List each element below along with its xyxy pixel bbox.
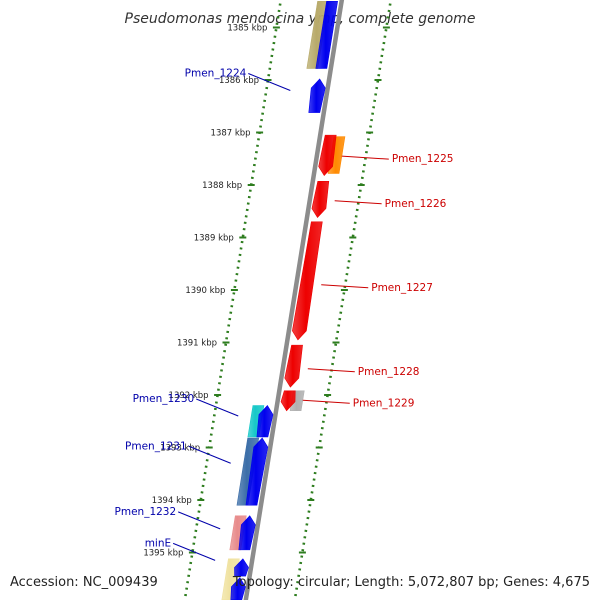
- kbp-tick-label: 1395 kbp: [143, 549, 183, 559]
- kbp-tick-label: 1389 kbp: [194, 234, 234, 244]
- track-guide-reverse: [293, 0, 393, 600]
- gene-feature-blue-3: [256, 405, 274, 438]
- gene-feature-red-2: [311, 181, 330, 219]
- kbp-tick-label: 1387 kbp: [211, 129, 251, 139]
- gene-label: minE: [145, 537, 171, 549]
- gene-label-leader: [177, 511, 221, 530]
- gene-label: Pmen_1230: [133, 393, 195, 405]
- gene-label-leader: [188, 445, 231, 464]
- gene-label-leader: [334, 200, 382, 205]
- gene-feature-blue-5: [238, 515, 256, 551]
- kbp-tick-label: 1390 kbp: [185, 286, 225, 296]
- genome-summary-text: Topology: circular; Length: 5,072,807 bp…: [232, 575, 590, 590]
- gene-feature-red-5: [280, 390, 296, 412]
- gene-label-leader: [321, 284, 369, 289]
- kbp-tick-label: 1385 kbp: [227, 24, 267, 34]
- gene-feature-red-1: [318, 134, 337, 177]
- gene-feature-blue-2: [308, 78, 326, 113]
- gene-feature-red-3: [292, 221, 323, 341]
- gene-label: Pmen_1229: [353, 397, 415, 409]
- gene-label: Pmen_1232: [115, 506, 177, 518]
- gene-label-leader: [302, 399, 350, 404]
- kbp-tick-label: 1386 kbp: [219, 76, 259, 86]
- gene-label: Pmen_1224: [185, 68, 247, 80]
- map-title: Pseudomonas mendocina ymp, complete geno…: [125, 11, 476, 27]
- kbp-tick-label: 1391 kbp: [177, 339, 217, 349]
- gene-label: Pmen_1225: [392, 153, 454, 165]
- gene-label-leader: [196, 398, 239, 417]
- gene-label-leader: [172, 542, 216, 561]
- gene-feature-blue-4: [245, 437, 269, 506]
- genome-backbone: [243, 0, 345, 600]
- gene-label-leader: [341, 155, 389, 160]
- kbp-tick-label: 1393 kbp: [160, 444, 200, 454]
- kbp-tick-label: 1388 kbp: [202, 181, 242, 191]
- track-guide-forward: [183, 0, 283, 600]
- gene-label: Pmen_1227: [371, 282, 433, 294]
- map-body: 1385 kbp 1386 kbp 1387 kbp 1388 kbp 1389 kbp…: [115, 0, 454, 600]
- gene-label-leader: [248, 73, 291, 91]
- kbp-tick-label: 1392 kbp: [169, 391, 209, 401]
- accession-text: Accession: NC_009439: [10, 575, 158, 590]
- gene-feature-red-4: [284, 344, 303, 388]
- gene-feature-blue-6: [234, 558, 249, 577]
- gene-label-leader: [307, 368, 355, 373]
- kbp-tick-label: 1394 kbp: [152, 496, 192, 506]
- gene-label: Pmen_1226: [385, 198, 447, 210]
- gene-feature-blue-1: [315, 0, 338, 69]
- gene-label: Pmen_1231: [125, 440, 187, 452]
- gene-label: Pmen_1228: [358, 366, 420, 378]
